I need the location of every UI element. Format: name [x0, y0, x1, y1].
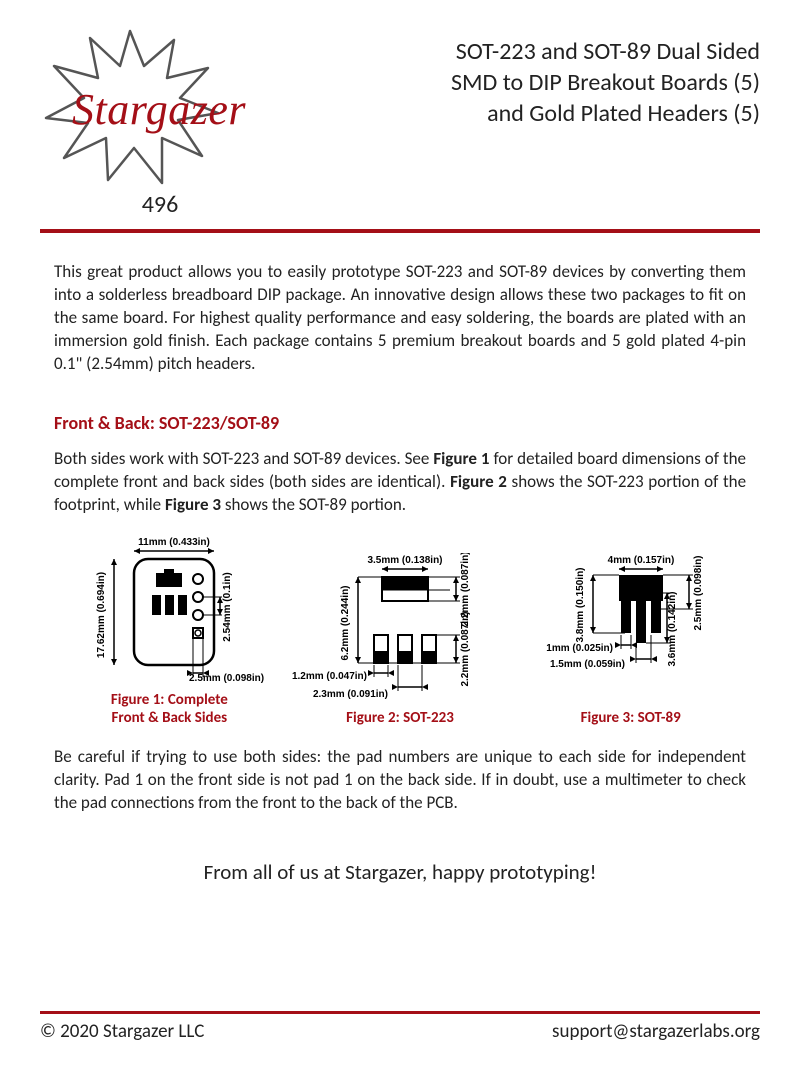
figure-ref: Figure 1	[433, 448, 489, 469]
figure-2-diagram: 3.5mm (0.138in) 2.2mm (0.087in) 6.2mm (0…	[290, 553, 510, 703]
svg-text:3.8mm (0.150in): 3.8mm (0.150in)	[575, 568, 586, 643]
svg-text:1.5mm (0.059in): 1.5mm (0.059in)	[550, 659, 625, 670]
figure-3-diagram: 4mm (0.157in) 3.8mm (0.150in) 2.5mm (0.0…	[521, 553, 741, 703]
title-line-2: SMD to DIP Breakout Boards (5)	[280, 67, 760, 98]
svg-text:2.54mm (0.1in): 2.54mm (0.1in)	[222, 572, 233, 641]
figure-1-diagram: 11mm (0.433in) 17.62mm (0.694in)	[74, 535, 264, 685]
figure-ref: Figure 2	[450, 471, 507, 492]
svg-text:3.6mm (0.142in): 3.6mm (0.142in)	[667, 592, 678, 667]
svg-text:3.5mm (0.138in): 3.5mm (0.138in)	[367, 555, 442, 566]
title-line-1: SOT-223 and SOT-89 Dual Sided	[280, 36, 760, 67]
svg-text:6.2mm (0.244in): 6.2mm (0.244in)	[340, 586, 351, 661]
figures-row: 11mm (0.433in) 17.62mm (0.694in)	[54, 535, 746, 729]
figure-2: 3.5mm (0.138in) 2.2mm (0.087in) 6.2mm (0…	[285, 553, 516, 728]
svg-text:2.5mm (0.098in): 2.5mm (0.098in)	[693, 556, 704, 631]
header: Stargazer SOT-223 and SOT-89 Dual Sided …	[40, 28, 760, 188]
divider-bottom	[40, 1011, 760, 1014]
logo: Stargazer	[40, 28, 280, 188]
svg-text:4mm (0.157in): 4mm (0.157in)	[607, 555, 674, 566]
svg-text:2.5mm (0.098in): 2.5mm (0.098in)	[189, 673, 264, 684]
figure-1: 11mm (0.433in) 17.62mm (0.694in)	[54, 535, 285, 729]
svg-text:1.2mm (0.047in): 1.2mm (0.047in)	[292, 671, 367, 682]
text-span: shows the SOT-89 portion.	[221, 494, 406, 515]
svg-text:2.3mm (0.091in): 2.3mm (0.091in)	[313, 689, 388, 700]
text-span: Both sides work with SOT-223 and SOT-89 …	[54, 448, 433, 469]
support-email: support@stargazerlabs.org	[552, 1020, 760, 1043]
figure-3-caption: Figure 3: SOT-89	[515, 709, 746, 728]
svg-text:1mm (0.025in): 1mm (0.025in)	[546, 643, 613, 654]
copyright: © 2020 Stargazer LLC	[40, 1020, 204, 1043]
divider-top	[40, 229, 760, 233]
figure-2-caption: Figure 2: SOT-223	[285, 709, 516, 728]
footer: © 2020 Stargazer LLC support@stargazerla…	[40, 1011, 760, 1043]
caution-paragraph: Be careful if trying to use both sides: …	[54, 746, 746, 815]
svg-text:11mm (0.433in): 11mm (0.433in)	[138, 537, 210, 548]
svg-text:2.2mm (0.087in): 2.2mm (0.087in)	[460, 612, 471, 687]
section-paragraph-1: Both sides work with SOT-223 and SOT-89 …	[54, 448, 746, 517]
brand-name: Stargazer	[72, 84, 246, 135]
closing-message: From all of us at Stargazer, happy proto…	[40, 859, 760, 885]
intro-paragraph: This great product allows you to easily …	[54, 261, 746, 376]
figure-ref: Figure 3	[165, 494, 221, 515]
product-number: 496	[40, 190, 280, 219]
section-heading: Front & Back: SOT-223/SOT-89	[54, 412, 746, 434]
svg-text:17.62mm (0.694in): 17.62mm (0.694in)	[96, 571, 107, 657]
title-line-3: and Gold Plated Headers (5)	[280, 98, 760, 129]
figure-1-caption: Figure 1: Complete Front & Back Sides	[54, 691, 285, 729]
product-title: SOT-223 and SOT-89 Dual Sided SMD to DIP…	[280, 28, 760, 130]
figure-3: 4mm (0.157in) 3.8mm (0.150in) 2.5mm (0.0…	[515, 553, 746, 728]
